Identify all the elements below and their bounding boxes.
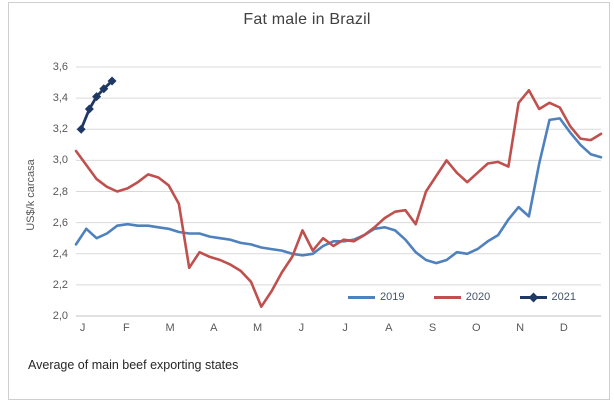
legend-line-swatch-2021 bbox=[519, 292, 547, 302]
series-line-2020 bbox=[74, 89, 603, 309]
y-tick-label: 3,2 bbox=[52, 123, 68, 136]
x-tick-label: F bbox=[122, 322, 130, 334]
diamond-marker-icon bbox=[99, 84, 109, 94]
y-tick-label: 3,0 bbox=[52, 154, 68, 167]
footer-note: Average of main beef exporting states bbox=[28, 358, 239, 372]
x-tick-label: S bbox=[428, 322, 437, 334]
line-swatch-icon bbox=[348, 295, 375, 299]
diamond-marker-icon bbox=[528, 292, 538, 302]
y-tick-label: 2,8 bbox=[52, 185, 68, 198]
legend-label: 2019 bbox=[380, 291, 405, 303]
chart-title: Fat male in Brazil bbox=[243, 11, 371, 28]
diamond-marker-icon bbox=[76, 124, 86, 134]
chart-frame bbox=[8, 2, 610, 400]
legend-item-2019: 2019 bbox=[348, 291, 404, 303]
x-tick-label: A bbox=[385, 322, 393, 334]
line-swatch-icon bbox=[433, 295, 461, 299]
legend: 2019 2020 2021 bbox=[348, 289, 576, 305]
y-tick-label: 2,4 bbox=[52, 247, 68, 260]
y-tick-label: 2,0 bbox=[52, 310, 68, 322]
legend-line-swatch-2019 bbox=[348, 293, 375, 302]
x-tick-label: J bbox=[298, 322, 305, 334]
legend-line-swatch-2020 bbox=[433, 293, 461, 302]
x-tick-label: D bbox=[559, 322, 568, 334]
diamond-marker-icon bbox=[107, 76, 117, 86]
x-tick-label: O bbox=[472, 322, 481, 334]
series-line-2019 bbox=[74, 117, 603, 265]
y-tick-label: 3,6 bbox=[52, 61, 68, 73]
x-tick-label: N bbox=[516, 322, 525, 334]
legend-item-2021: 2021 bbox=[519, 291, 576, 303]
diamond-marker-icon bbox=[92, 92, 102, 102]
diamond-marker-icon bbox=[84, 104, 94, 114]
x-tick-label: J bbox=[342, 322, 348, 334]
legend-label: 2021 bbox=[551, 291, 576, 303]
x-tick-label: M bbox=[165, 322, 175, 334]
y-axis-title: US$/k carcasa bbox=[25, 159, 37, 231]
x-tick-label: M bbox=[252, 322, 263, 334]
x-tick-label: A bbox=[210, 322, 218, 334]
legend-label: 2020 bbox=[465, 291, 491, 303]
y-tick-label: 2,2 bbox=[52, 278, 68, 291]
legend-item-2020: 2020 bbox=[433, 291, 491, 303]
y-tick-label: 2,6 bbox=[52, 216, 68, 229]
x-tick-label: J bbox=[79, 322, 86, 334]
y-tick-label: 3,4 bbox=[52, 92, 68, 105]
